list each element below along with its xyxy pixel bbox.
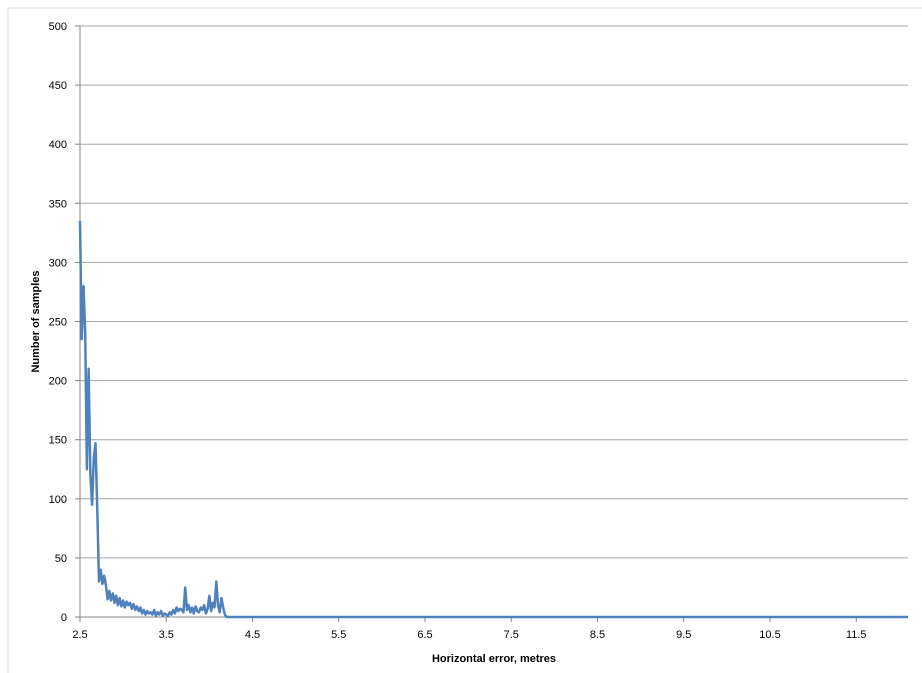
x-tick-label: 10.5 [759, 629, 780, 641]
x-tick-label: 8.5 [590, 629, 605, 641]
y-tick-label: 200 [49, 376, 67, 388]
x-tick-label: 7.5 [504, 629, 519, 641]
series-line [78, 220, 908, 619]
y-tick-label: 250 [49, 317, 67, 329]
y-axis-title: Number of samples [30, 270, 42, 372]
x-tick-label: 4.5 [245, 629, 260, 641]
x-tick-label: 6.5 [417, 629, 432, 641]
gridlines [80, 25, 908, 559]
y-axis-tick-marks [75, 25, 80, 618]
series-points [79, 221, 909, 618]
y-tick-label: 150 [49, 435, 67, 447]
y-tick-label: 400 [49, 139, 67, 151]
y-tick-label: 350 [49, 198, 67, 210]
y-tick-label: 0 [61, 612, 67, 624]
x-tick-label: 2.5 [72, 629, 87, 641]
x-tick-label: 9.5 [676, 629, 691, 641]
x-tick-label: 11.5 [846, 629, 867, 641]
y-tick-label: 450 [49, 80, 67, 92]
y-tick-label: 100 [49, 494, 67, 506]
y-tick-label: 50 [55, 553, 67, 565]
y-axis-tick-labels: 0 50 100 150 200 250 300 350 400 450 500 [49, 21, 67, 624]
x-tick-label: 3.5 [159, 629, 174, 641]
x-axis-tick-labels: 2.5 3.5 4.5 5.5 6.5 7.5 8.5 9.5 10.5 11.5 [72, 629, 866, 641]
y-tick-label: 500 [49, 21, 67, 33]
x-axis-title: Horizontal error, metres [432, 653, 556, 665]
x-tick-label: 5.5 [331, 629, 346, 641]
y-tick-label: 300 [49, 257, 67, 269]
